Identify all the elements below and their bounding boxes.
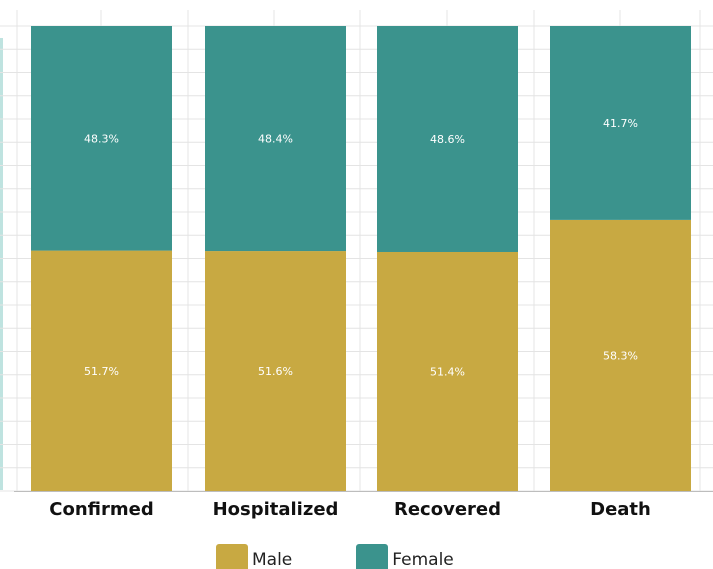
category-label-hospitalized: Hospitalized [213, 499, 339, 520]
data-label-death-female: 41.7% [603, 117, 638, 130]
bar-recovered-male [377, 251, 518, 491]
category-label-recovered: Recovered [394, 499, 501, 520]
legend-label-male: Male [252, 550, 293, 569]
bar-hospitalized-female [205, 26, 346, 252]
bar-confirmed-male [31, 250, 172, 491]
data-label-recovered-female: 48.6% [430, 133, 465, 146]
data-label-confirmed-female: 48.3% [84, 132, 119, 145]
bar-death-female [550, 26, 691, 220]
legend-item-male: Male [216, 544, 292, 569]
data-label-hospitalized-male: 51.6% [258, 365, 293, 378]
stacked-bar-chart: 51.7% 48.3% Confirmed 51.6% 48.4% Hospitalize… [0, 10, 713, 520]
bar-confirmed-female [31, 26, 172, 251]
category-label-confirmed: Confirmed [49, 499, 153, 520]
bar-hospitalized-male [205, 251, 346, 491]
legend-swatch-female [356, 544, 389, 569]
bar-recovered-female [377, 26, 518, 252]
legend: Male Female [216, 544, 454, 569]
legend-swatch-male [216, 544, 248, 569]
data-label-confirmed-male: 51.7% [84, 365, 119, 378]
category-label-death: Death [590, 499, 651, 520]
legend-item-female: Female [356, 544, 454, 569]
left-edge-strip [0, 38, 3, 490]
data-label-recovered-male: 51.4% [430, 365, 465, 378]
data-label-death-male: 58.3% [603, 349, 638, 362]
data-label-hospitalized-female: 48.4% [258, 133, 293, 146]
bar-death-male [550, 219, 691, 491]
legend-label-female: Female [392, 550, 454, 569]
